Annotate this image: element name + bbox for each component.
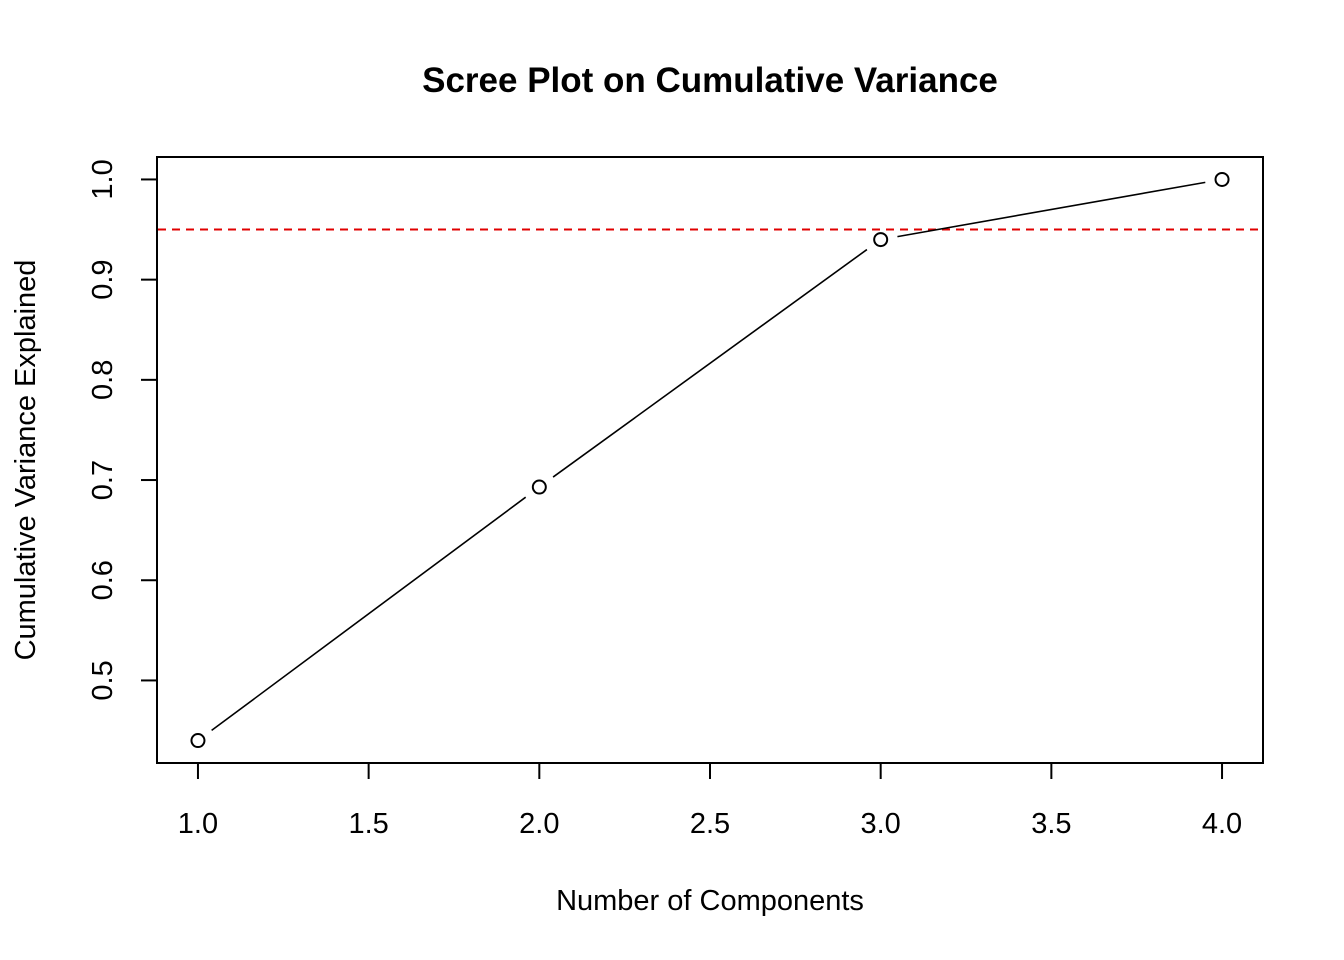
x-tick-label: 3.0 <box>861 808 901 840</box>
x-tick-label: 1.0 <box>178 808 218 840</box>
plot-frame <box>156 156 1264 764</box>
data-point <box>1214 171 1230 187</box>
y-tick-label: 0.7 <box>87 460 119 500</box>
y-tick-label: 0.9 <box>87 259 119 299</box>
y-tick-label: 0.5 <box>87 660 119 700</box>
data-point <box>190 733 206 749</box>
chart-title: Scree Plot on Cumulative Variance <box>422 61 998 100</box>
data-point <box>873 232 889 248</box>
x-tick-label: 4.0 <box>1202 808 1242 840</box>
x-axis: 1.0 1.5 2.0 2.5 3.0 3.5 4.0 <box>178 762 1242 840</box>
x-tick-label: 3.5 <box>1031 808 1071 840</box>
y-axis-label: Cumulative Variance Explained <box>10 260 42 661</box>
data-point <box>531 479 547 495</box>
y-tick-label: 0.8 <box>87 360 119 400</box>
x-tick-label: 2.0 <box>519 808 559 840</box>
y-tick-label: 0.6 <box>87 560 119 600</box>
x-axis-label: Number of Components <box>556 885 864 917</box>
series-segment <box>897 181 1206 238</box>
x-tick-label: 1.5 <box>348 808 388 840</box>
x-tick-label: 2.5 <box>690 808 730 840</box>
y-tick-label: 1.0 <box>87 159 119 199</box>
y-axis: 0.5 0.6 0.7 0.8 0.9 1.0 <box>87 159 158 701</box>
series-segment <box>211 496 527 732</box>
series-segment <box>552 248 868 478</box>
